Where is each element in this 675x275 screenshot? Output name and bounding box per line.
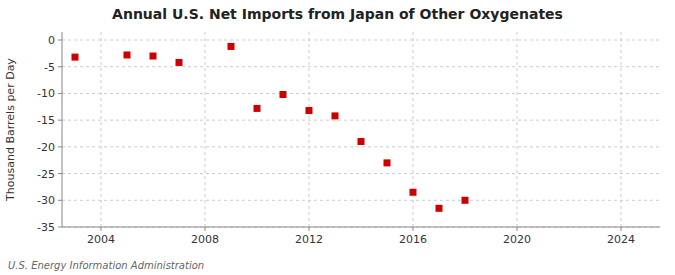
point: [72, 54, 79, 61]
annotation: U.S. Energy Information Administration: [8, 260, 204, 271]
x-tick-label: 2012: [295, 233, 323, 246]
grid-line: [621, 32, 622, 227]
x-axis-line: [62, 227, 660, 228]
grid-line: [62, 120, 660, 121]
y-tick: [58, 173, 62, 174]
y-tick: [58, 146, 62, 147]
x-tick-label: 2020: [503, 233, 531, 246]
grid-line: [101, 32, 102, 227]
y-tick: [58, 200, 62, 201]
point: [228, 43, 235, 50]
x-tick: [309, 227, 310, 231]
y-tick-label: -30: [37, 194, 55, 207]
y-tick: [58, 93, 62, 94]
point: [176, 59, 183, 66]
title: Annual U.S. Net Imports from Japan of Ot…: [112, 6, 563, 22]
point: [254, 105, 261, 112]
grid-line: [309, 32, 310, 227]
y-tick-label: -10: [37, 87, 55, 100]
grid-line: [62, 173, 660, 174]
grid-line: [413, 32, 414, 227]
y-tick: [58, 66, 62, 67]
point: [280, 91, 287, 98]
y-tick-label: -35: [37, 221, 55, 234]
point: [462, 197, 469, 204]
y-axis-line: [62, 32, 63, 227]
point: [306, 107, 313, 114]
point: [384, 159, 391, 166]
grid-line: [205, 32, 206, 227]
point: [410, 189, 417, 196]
point: [436, 205, 443, 212]
grid-line: [62, 40, 660, 41]
grid-line: [62, 227, 660, 228]
x-tick-label: 2008: [191, 233, 219, 246]
x-tick: [413, 227, 414, 231]
y-tick: [58, 120, 62, 121]
y-tick-label: -25: [37, 168, 55, 181]
grid-line: [62, 66, 660, 67]
y-axis-label: Thousand Barrels per Day: [4, 58, 17, 202]
x-tick: [621, 227, 622, 231]
point: [124, 51, 131, 58]
y-tick-label: -20: [37, 141, 55, 154]
y-tick-label: 0: [48, 34, 55, 47]
y-tick: [58, 227, 62, 228]
x-tick: [101, 227, 102, 231]
grid-line: [517, 32, 518, 227]
grid-line: [62, 93, 660, 94]
y-tick-label: -5: [44, 61, 55, 74]
point: [332, 112, 339, 119]
grid-line: [62, 146, 660, 147]
x-tick: [517, 227, 518, 231]
x-tick-label: 2024: [607, 233, 635, 246]
x-tick-label: 2004: [87, 233, 115, 246]
y-tick-label: -15: [37, 114, 55, 127]
grid: [62, 32, 660, 227]
point: [150, 53, 157, 60]
points: [72, 43, 469, 212]
y-tick: [58, 40, 62, 41]
grid-line: [62, 200, 660, 201]
x-tick: [205, 227, 206, 231]
x-tick-label: 2016: [399, 233, 427, 246]
chart: 2004 2008 2012 2016 2020 2024 0 -5 -10 -15 -20 -25 -…: [0, 0, 675, 275]
point: [358, 138, 365, 145]
